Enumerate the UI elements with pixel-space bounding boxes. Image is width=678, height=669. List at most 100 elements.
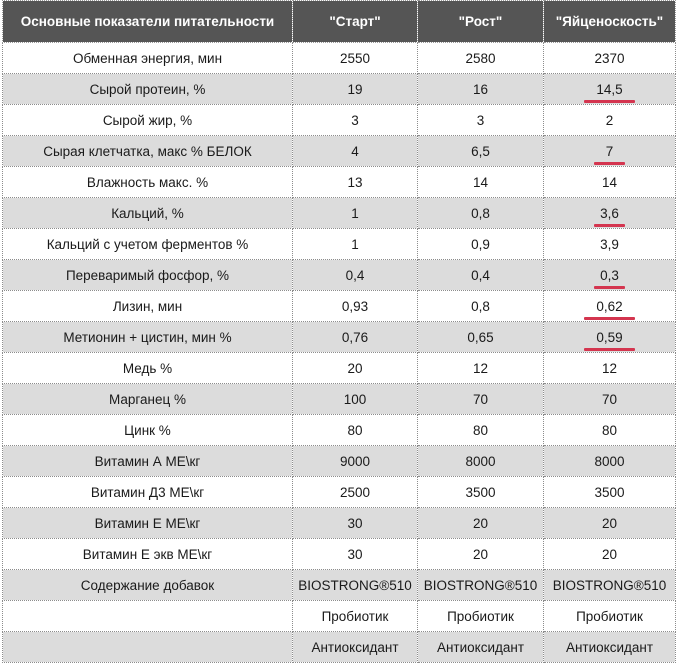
cell-start: Пробиотик — [292, 600, 418, 632]
row-label: Витамин Е МЕ\кг — [2, 507, 293, 539]
cell-laying: 2370 — [543, 42, 676, 74]
cell-laying: 2 — [543, 104, 676, 136]
table-row: Кальций, % 1 0,8 3,6 — [2, 197, 676, 229]
cell-growth: 14 — [417, 166, 544, 198]
row-label — [2, 600, 293, 632]
cell-start: Антиоксидант — [292, 631, 418, 663]
table-row: Кальций с учетом ферментов % 1 0,9 3,9 — [2, 228, 676, 260]
table-row: Сырой протеин, % 19 16 14,5 — [2, 73, 676, 105]
row-label: Переваримый фосфор, % — [2, 259, 293, 291]
cell-laying: 14 — [543, 166, 676, 198]
cell-start: 13 — [292, 166, 418, 198]
highlighted-value: 14,5 — [584, 81, 636, 103]
row-label: Влажность макс. % — [2, 166, 293, 198]
table-row: Витамин Д3 МЕ\кг 2500 3500 3500 — [2, 476, 676, 508]
table-header: Основные показатели питательности "Старт… — [2, 0, 676, 43]
highlighted-value: 3,6 — [594, 205, 625, 227]
cell-start: 0,93 — [292, 290, 418, 322]
cell-start: 2550 — [292, 42, 418, 74]
cell-growth: BIOSTRONG®510 — [417, 569, 544, 601]
table-row: Антиоксидант Антиоксидант Антиоксидант — [2, 631, 676, 663]
table-row: Лизин, мин 0,93 0,8 0,62 — [2, 290, 676, 322]
table-row: Медь % 20 12 12 — [2, 352, 676, 384]
header-start: "Старт" — [292, 0, 418, 43]
highlighted-value: 7 — [594, 143, 625, 165]
cell-laying: 8000 — [543, 445, 676, 477]
cell-laying: 7 — [543, 135, 676, 167]
cell-start: 1 — [292, 228, 418, 260]
cell-laying: Пробиотик — [543, 600, 676, 632]
cell-growth: 20 — [417, 538, 544, 570]
table-row: Витамин Е МЕ\кг 30 20 20 — [2, 507, 676, 539]
row-label: Обменная энергия, мин — [2, 42, 293, 74]
cell-growth: 0,9 — [417, 228, 544, 260]
cell-growth: 70 — [417, 383, 544, 415]
cell-start: 30 — [292, 507, 418, 539]
table-row: Содержание добавок BIOSTRONG®510 BIOSTRO… — [2, 569, 676, 601]
cell-growth: 0,8 — [417, 290, 544, 322]
row-label: Медь % — [2, 352, 293, 384]
table-row: Сырая клетчатка, макс % БЕЛОК 4 6,5 7 — [2, 135, 676, 167]
row-label: Марганец % — [2, 383, 293, 415]
cell-start: 0,76 — [292, 321, 418, 353]
highlighted-value: 0,3 — [594, 267, 625, 289]
table-row: Пробиотик Пробиотик Пробиотик — [2, 600, 676, 632]
cell-growth: 12 — [417, 352, 544, 384]
cell-growth: Антиоксидант — [417, 631, 544, 663]
row-label: Лизин, мин — [2, 290, 293, 322]
cell-start: 9000 — [292, 445, 418, 477]
row-label — [2, 631, 293, 663]
row-label: Сырой жир, % — [2, 104, 293, 136]
cell-start: 80 — [292, 414, 418, 446]
table-body: Обменная энергия, мин 2550 2580 2370 Сыр… — [2, 42, 676, 663]
cell-laying: BIOSTRONG®510 — [543, 569, 676, 601]
cell-start: 100 — [292, 383, 418, 415]
cell-laying: 0,3 — [543, 259, 676, 291]
highlighted-value: 0,59 — [584, 329, 636, 351]
cell-laying: 3,6 — [543, 197, 676, 229]
cell-growth: 16 — [417, 73, 544, 105]
cell-growth: 8000 — [417, 445, 544, 477]
cell-growth: 20 — [417, 507, 544, 539]
row-label: Содержание добавок — [2, 569, 293, 601]
row-label: Витамин А МЕ\кг — [2, 445, 293, 477]
cell-growth: 2580 — [417, 42, 544, 74]
cell-start: 19 — [292, 73, 418, 105]
cell-laying: 70 — [543, 383, 676, 415]
cell-growth: 80 — [417, 414, 544, 446]
header-growth: "Рост" — [417, 0, 544, 43]
table-row: Витамин А МЕ\кг 9000 8000 8000 — [2, 445, 676, 477]
row-label: Метионин + цистин, мин % — [2, 321, 293, 353]
cell-start: 30 — [292, 538, 418, 570]
cell-growth: 3500 — [417, 476, 544, 508]
row-label: Витамин Е экв МЕ\кг — [2, 538, 293, 570]
cell-growth: 0,65 — [417, 321, 544, 353]
cell-laying: 0,62 — [543, 290, 676, 322]
row-label: Кальций с учетом ферментов % — [2, 228, 293, 260]
cell-start: BIOSTRONG®510 — [292, 569, 418, 601]
cell-growth: 0,8 — [417, 197, 544, 229]
cell-start: 1 — [292, 197, 418, 229]
cell-start: 3 — [292, 104, 418, 136]
cell-growth: 0,4 — [417, 259, 544, 291]
header-indicators: Основные показатели питательности — [2, 0, 293, 43]
row-label: Сырая клетчатка, макс % БЕЛОК — [2, 135, 293, 167]
table-row: Марганец % 100 70 70 — [2, 383, 676, 415]
header-row: Основные показатели питательности "Старт… — [2, 0, 676, 43]
table-row: Витамин Е экв МЕ\кг 30 20 20 — [2, 538, 676, 570]
cell-laying: 3,9 — [543, 228, 676, 260]
row-label: Сырой протеин, % — [2, 73, 293, 105]
cell-laying: 20 — [543, 507, 676, 539]
cell-growth: 6,5 — [417, 135, 544, 167]
table-row: Переваримый фосфор, % 0,4 0,4 0,3 — [2, 259, 676, 291]
table-row: Метионин + цистин, мин % 0,76 0,65 0,59 — [2, 321, 676, 353]
cell-laying: 0,59 — [543, 321, 676, 353]
cell-start: 4 — [292, 135, 418, 167]
cell-laying: 12 — [543, 352, 676, 384]
table-row: Сырой жир, % 3 3 2 — [2, 104, 676, 136]
cell-growth: Пробиотик — [417, 600, 544, 632]
cell-laying: 80 — [543, 414, 676, 446]
table-row: Влажность макс. % 13 14 14 — [2, 166, 676, 198]
